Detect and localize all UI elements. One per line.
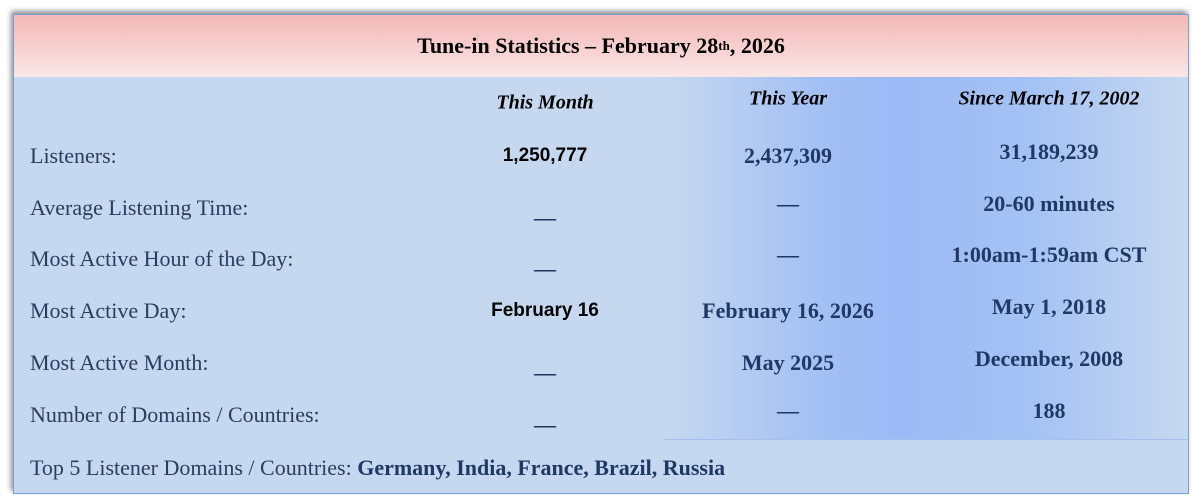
this-year-value: May 2025 bbox=[741, 350, 835, 375]
row-label: Number of Domains / Countries: bbox=[30, 402, 320, 427]
since-value: 31,189,239 bbox=[999, 139, 1099, 164]
since-value: 20-60 minutes bbox=[983, 191, 1115, 216]
col-header-since: Since March 17, 2002 bbox=[958, 87, 1140, 110]
title-year: , 2026 bbox=[729, 33, 785, 58]
top5-row: Top 5 Listener Domains / Countries: Germ… bbox=[30, 455, 725, 481]
top5-value: Germany, India, France, Brazil, Russia bbox=[357, 455, 726, 480]
row-label: Average Listening Time: bbox=[30, 195, 249, 220]
this-month-value: — bbox=[534, 360, 556, 385]
this-year-value: 2,437,309 bbox=[744, 143, 832, 168]
this-month-value: — bbox=[534, 205, 556, 230]
this-month-value: — bbox=[534, 412, 556, 437]
since-value: May 1, 2018 bbox=[991, 294, 1107, 319]
since-value: 1:00am-1:59am CST bbox=[951, 242, 1147, 267]
highlight-band bbox=[664, 77, 1188, 440]
col-header-this-year: This Year bbox=[749, 87, 827, 110]
row-label: Most Active Hour of the Day: bbox=[30, 246, 294, 271]
this-year-value: — bbox=[777, 242, 799, 267]
top5-label: Top 5 Listener Domains / Countries: bbox=[30, 455, 358, 480]
this-year-value: — bbox=[777, 191, 799, 216]
title-superscript: th bbox=[718, 38, 730, 53]
row-label: Most Active Month: bbox=[30, 350, 209, 375]
this-year-value: — bbox=[777, 398, 799, 423]
col-header-this-month: This Month bbox=[496, 91, 594, 114]
row-label: Listeners: bbox=[30, 143, 117, 168]
since-value: 188 bbox=[1032, 398, 1066, 423]
row-label: Most Active Day: bbox=[30, 298, 187, 323]
this-month-value: February 16 bbox=[491, 300, 599, 321]
this-month-value: 1,250,777 bbox=[502, 145, 588, 166]
title-text: Tune-in Statistics – February 28 bbox=[417, 33, 719, 58]
this-year-value: February 16, 2026 bbox=[702, 298, 874, 323]
this-month-value: — bbox=[534, 256, 556, 281]
since-value: December, 2008 bbox=[974, 346, 1124, 371]
